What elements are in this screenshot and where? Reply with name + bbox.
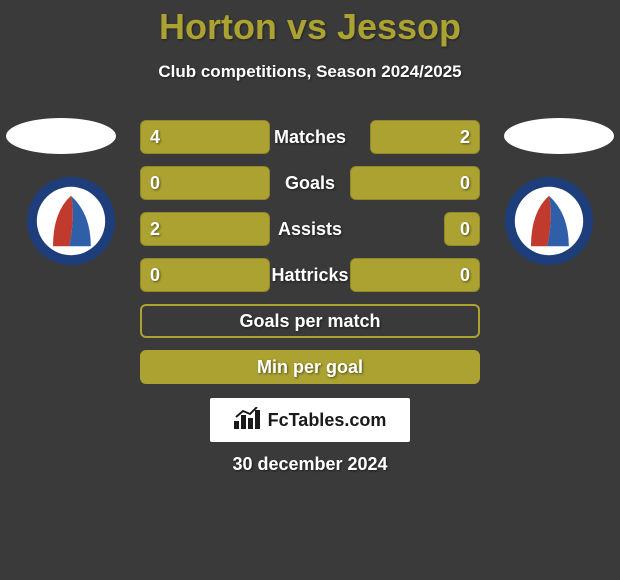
branding-badge: FcTables.com <box>210 398 410 442</box>
stat-label: Hattricks <box>140 256 480 294</box>
stat-row: 00Goals <box>140 164 480 202</box>
stat-label: Goals <box>140 164 480 202</box>
stat-row: Min per goal <box>140 348 480 386</box>
stat-label: Matches <box>140 118 480 156</box>
club-crest-right <box>504 176 594 266</box>
stat-label: Goals per match <box>140 302 480 340</box>
stat-row: Goals per match <box>140 302 480 340</box>
stat-label: Min per goal <box>140 348 480 386</box>
stat-row: 20Assists <box>140 210 480 248</box>
stat-row: 00Hattricks <box>140 256 480 294</box>
subtitle: Club competitions, Season 2024/2025 <box>0 62 620 82</box>
date-label: 30 december 2024 <box>0 454 620 475</box>
stat-label: Assists <box>140 210 480 248</box>
chart-icon <box>234 407 262 434</box>
club-crest-left <box>26 176 116 266</box>
branding-text: FcTables.com <box>268 410 387 431</box>
page-title: Horton vs Jessop <box>0 0 620 48</box>
player-photo-placeholder-right <box>504 118 614 154</box>
stat-row: 42Matches <box>140 118 480 156</box>
player-photo-placeholder-left <box>6 118 116 154</box>
stats-container: 42Matches 00Goals 20Assists 00Hattricks Goal… <box>140 118 480 394</box>
